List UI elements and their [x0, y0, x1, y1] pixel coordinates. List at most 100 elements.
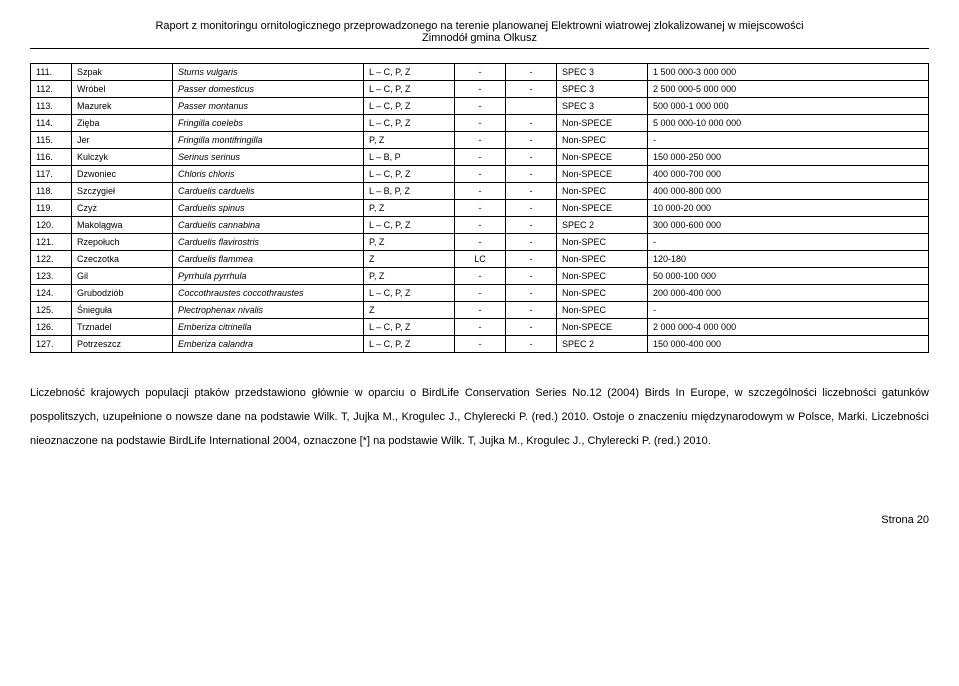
- cell-name-pl: Szpak: [72, 64, 173, 81]
- cell-name-latin: Serinus serinus: [173, 149, 364, 166]
- cell-code: L – C, P, Z: [364, 64, 455, 81]
- table-row: 119.CzyżCarduelis spinusP, Z--Non-SPECE1…: [31, 200, 929, 217]
- cell-spec: Non-SPECE: [557, 115, 648, 132]
- cell-number: 119.: [31, 200, 72, 217]
- cell-population: 300 000-600 000: [648, 217, 929, 234]
- cell-number: 113.: [31, 98, 72, 115]
- cell-name-latin: Chloris chloris: [173, 166, 364, 183]
- cell-spec: Non-SPEC: [557, 251, 648, 268]
- cell-code: L – B, P, Z: [364, 183, 455, 200]
- cell-number: 114.: [31, 115, 72, 132]
- table-row: 120.MakolągwaCarduelis cannabinaL – C, P…: [31, 217, 929, 234]
- cell-col-b: -: [506, 217, 557, 234]
- cell-col-b: -: [506, 81, 557, 98]
- body-paragraph: Liczebność krajowych populacji ptaków pr…: [30, 381, 929, 454]
- cell-number: 123.: [31, 268, 72, 285]
- cell-spec: SPEC 3: [557, 64, 648, 81]
- cell-col-a: LC: [455, 251, 506, 268]
- cell-spec: Non-SPEC: [557, 234, 648, 251]
- cell-col-b: -: [506, 285, 557, 302]
- cell-population: 400 000-800 000: [648, 183, 929, 200]
- cell-spec: Non-SPEC: [557, 183, 648, 200]
- cell-spec: Non-SPEC: [557, 302, 648, 319]
- cell-name-pl: Potrzeszcz: [72, 336, 173, 353]
- cell-population: 200 000-400 000: [648, 285, 929, 302]
- cell-col-a: -: [455, 336, 506, 353]
- cell-name-latin: Plectrophenax nivalis: [173, 302, 364, 319]
- cell-name-pl: Mazurek: [72, 98, 173, 115]
- table-row: 127.PotrzeszczEmberiza calandraL – C, P,…: [31, 336, 929, 353]
- cell-code: Z: [364, 251, 455, 268]
- cell-name-pl: Śnieguła: [72, 302, 173, 319]
- table-row: 124.GrubodzióbCoccothraustes coccothraus…: [31, 285, 929, 302]
- cell-col-b: -: [506, 64, 557, 81]
- cell-code: L – C, P, Z: [364, 81, 455, 98]
- cell-spec: Non-SPEC: [557, 268, 648, 285]
- cell-number: 121.: [31, 234, 72, 251]
- cell-code: Z: [364, 302, 455, 319]
- cell-col-a: -: [455, 217, 506, 234]
- cell-population: 5 000 000-10 000 000: [648, 115, 929, 132]
- cell-name-latin: Pyrrhula pyrrhula: [173, 268, 364, 285]
- cell-col-a: -: [455, 149, 506, 166]
- cell-number: 122.: [31, 251, 72, 268]
- cell-code: L – C, P, Z: [364, 98, 455, 115]
- cell-spec: Non-SPECE: [557, 166, 648, 183]
- cell-population: 2 000 000-4 000 000: [648, 319, 929, 336]
- cell-name-latin: Carduelis flammea: [173, 251, 364, 268]
- cell-name-pl: Wróbel: [72, 81, 173, 98]
- cell-col-b: -: [506, 132, 557, 149]
- cell-spec: Non-SPECE: [557, 200, 648, 217]
- cell-spec: Non-SPECE: [557, 319, 648, 336]
- table-row: 125.ŚniegułaPlectrophenax nivalisZ--Non-…: [31, 302, 929, 319]
- cell-code: L – C, P, Z: [364, 166, 455, 183]
- cell-name-latin: Carduelis carduelis: [173, 183, 364, 200]
- cell-number: 124.: [31, 285, 72, 302]
- header-title-line1: Raport z monitoringu ornitologicznego pr…: [30, 20, 929, 32]
- cell-col-a: -: [455, 268, 506, 285]
- table-row: 118.SzczygiełCarduelis carduelisL – B, P…: [31, 183, 929, 200]
- cell-col-a: -: [455, 166, 506, 183]
- cell-name-latin: Fringilla montifringilla: [173, 132, 364, 149]
- cell-population: 150 000-400 000: [648, 336, 929, 353]
- cell-col-b: -: [506, 115, 557, 132]
- cell-col-a: -: [455, 183, 506, 200]
- table-row: 126.TrznadelEmberiza citrinellaL – C, P,…: [31, 319, 929, 336]
- cell-name-latin: Emberiza citrinella: [173, 319, 364, 336]
- cell-number: 125.: [31, 302, 72, 319]
- cell-name-latin: Carduelis flavirostris: [173, 234, 364, 251]
- table-row: 116.KulczykSerinus serinusL – B, P--Non-…: [31, 149, 929, 166]
- cell-population: 10 000-20 000: [648, 200, 929, 217]
- cell-col-b: -: [506, 234, 557, 251]
- cell-col-b: -: [506, 336, 557, 353]
- cell-col-b: [506, 98, 557, 115]
- cell-code: P, Z: [364, 132, 455, 149]
- cell-name-pl: Czeczotka: [72, 251, 173, 268]
- cell-col-a: -: [455, 319, 506, 336]
- cell-col-b: -: [506, 149, 557, 166]
- cell-number: 127.: [31, 336, 72, 353]
- cell-name-pl: Jer: [72, 132, 173, 149]
- cell-col-b: -: [506, 166, 557, 183]
- header-title-line2: Zimnodół gmina Olkusz: [30, 32, 929, 44]
- cell-population: -: [648, 132, 929, 149]
- cell-code: L – C, P, Z: [364, 319, 455, 336]
- cell-name-pl: Trznadel: [72, 319, 173, 336]
- cell-col-a: -: [455, 302, 506, 319]
- table-row: 121.RzepołuchCarduelis flavirostrisP, Z-…: [31, 234, 929, 251]
- cell-spec: Non-SPEC: [557, 285, 648, 302]
- table-row: 123.GilPyrrhula pyrrhulaP, Z--Non-SPEC50…: [31, 268, 929, 285]
- cell-name-latin: Passer montanus: [173, 98, 364, 115]
- table-row: 113.MazurekPasser montanusL – C, P, Z-SP…: [31, 98, 929, 115]
- cell-code: L – C, P, Z: [364, 285, 455, 302]
- cell-number: 115.: [31, 132, 72, 149]
- cell-name-pl: Czyż: [72, 200, 173, 217]
- cell-spec: Non-SPEC: [557, 132, 648, 149]
- cell-name-latin: Coccothraustes coccothraustes: [173, 285, 364, 302]
- cell-population: 400 000-700 000: [648, 166, 929, 183]
- cell-code: L – C, P, Z: [364, 336, 455, 353]
- cell-population: 2 500 000-5 000 000: [648, 81, 929, 98]
- cell-number: 112.: [31, 81, 72, 98]
- cell-col-b: -: [506, 251, 557, 268]
- page-header: Raport z monitoringu ornitologicznego pr…: [30, 20, 929, 49]
